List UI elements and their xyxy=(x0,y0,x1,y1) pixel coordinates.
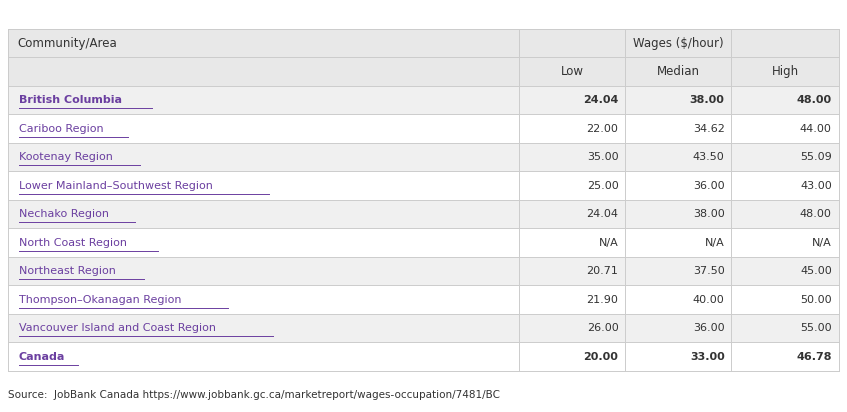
Text: High: High xyxy=(772,65,799,78)
Bar xyxy=(8,257,839,285)
Text: 44.00: 44.00 xyxy=(800,124,832,133)
Text: British Columbia: British Columbia xyxy=(19,95,122,105)
Text: Thompson–Okanagan Region: Thompson–Okanagan Region xyxy=(0,411,1,412)
Text: 25.00: 25.00 xyxy=(587,180,618,191)
Text: 45.00: 45.00 xyxy=(800,266,832,276)
Bar xyxy=(8,314,839,342)
Text: 43.00: 43.00 xyxy=(800,180,832,191)
Text: Low: Low xyxy=(561,65,584,78)
Text: Kootenay Region: Kootenay Region xyxy=(0,411,1,412)
Text: 22.00: 22.00 xyxy=(587,124,618,133)
Text: Lower Mainland–Southwest Region: Lower Mainland–Southwest Region xyxy=(0,411,1,412)
Text: Vancouver Island and Coast Region: Vancouver Island and Coast Region xyxy=(19,323,216,333)
Text: Cariboo Region: Cariboo Region xyxy=(0,411,1,412)
Text: North Coast Region: North Coast Region xyxy=(19,238,127,248)
Bar xyxy=(8,29,839,57)
Text: Source:  JobBank Canada https://www.jobbank.gc.ca/marketreport/wages-occupation/: Source: JobBank Canada https://www.jobba… xyxy=(8,390,501,400)
Text: 36.00: 36.00 xyxy=(693,180,725,191)
Bar xyxy=(8,200,839,228)
Text: 20.71: 20.71 xyxy=(587,266,618,276)
Text: 55.00: 55.00 xyxy=(800,323,832,333)
Text: Northeast Region: Northeast Region xyxy=(19,266,115,276)
Text: 36.00: 36.00 xyxy=(693,323,725,333)
Bar xyxy=(8,143,839,171)
Text: Canada: Canada xyxy=(0,411,1,412)
Text: Kootenay Region: Kootenay Region xyxy=(19,152,113,162)
Text: N/A: N/A xyxy=(812,238,832,248)
Text: 37.50: 37.50 xyxy=(693,266,725,276)
Text: Nechako Region: Nechako Region xyxy=(19,209,108,219)
Bar xyxy=(8,228,839,257)
Text: 48.00: 48.00 xyxy=(797,95,832,105)
Bar xyxy=(8,114,839,143)
Text: 48.00: 48.00 xyxy=(800,209,832,219)
Text: N/A: N/A xyxy=(705,238,725,248)
Text: 46.78: 46.78 xyxy=(796,351,832,362)
Text: 20.00: 20.00 xyxy=(584,351,618,362)
Text: British Columbia: British Columbia xyxy=(0,411,1,412)
Text: Lower Mainland–Southwest Region: Lower Mainland–Southwest Region xyxy=(19,180,213,191)
Bar xyxy=(8,57,839,86)
Bar xyxy=(8,86,839,114)
Text: Cariboo Region: Cariboo Region xyxy=(19,124,103,133)
Text: 43.50: 43.50 xyxy=(693,152,725,162)
Text: Community/Area: Community/Area xyxy=(17,37,117,49)
Text: 34.62: 34.62 xyxy=(693,124,725,133)
Text: North Coast Region: North Coast Region xyxy=(0,411,1,412)
Text: 21.90: 21.90 xyxy=(587,295,618,304)
Text: 38.00: 38.00 xyxy=(693,209,725,219)
Text: 24.04: 24.04 xyxy=(583,95,618,105)
Text: 50.00: 50.00 xyxy=(800,295,832,304)
Text: Thompson–Okanagan Region: Thompson–Okanagan Region xyxy=(19,295,181,304)
Text: 26.00: 26.00 xyxy=(587,323,618,333)
Text: Vancouver Island and Coast Region: Vancouver Island and Coast Region xyxy=(0,411,1,412)
Text: 24.04: 24.04 xyxy=(586,209,618,219)
Bar xyxy=(8,285,839,314)
Text: Nechako Region: Nechako Region xyxy=(0,411,1,412)
Text: Median: Median xyxy=(656,65,700,78)
Bar xyxy=(8,342,839,371)
Text: 35.00: 35.00 xyxy=(587,152,618,162)
Text: 33.00: 33.00 xyxy=(690,351,725,362)
Text: 55.09: 55.09 xyxy=(800,152,832,162)
Bar xyxy=(8,171,839,200)
Text: 38.00: 38.00 xyxy=(689,95,725,105)
Text: Wages ($/hour): Wages ($/hour) xyxy=(634,37,724,49)
Text: 40.00: 40.00 xyxy=(693,295,725,304)
Text: N/A: N/A xyxy=(599,238,618,248)
Text: Northeast Region: Northeast Region xyxy=(0,411,1,412)
Text: Canada: Canada xyxy=(19,351,65,362)
